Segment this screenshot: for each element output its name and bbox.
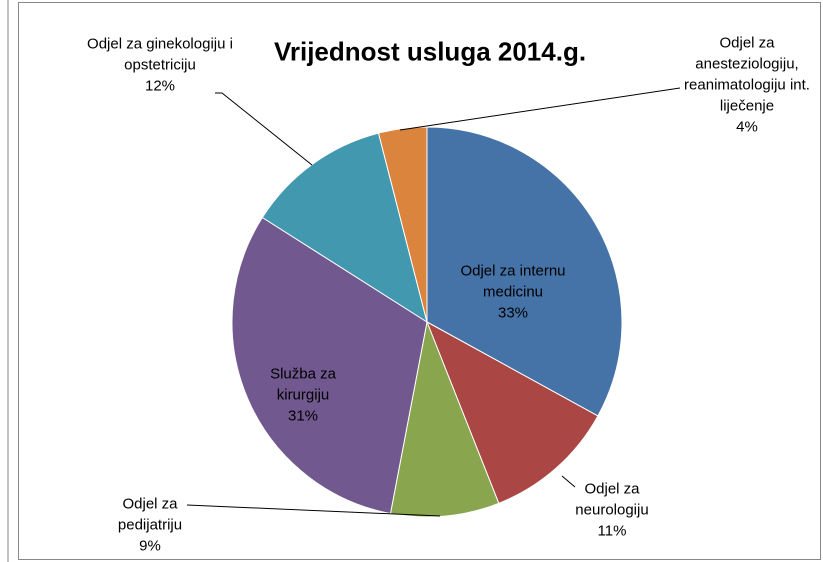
slice-label: Odjel za neurologiju 11% (562, 479, 662, 542)
pie-slice (377, 126, 428, 323)
leader-line (215, 92, 313, 166)
category-label: Odjel za neurologiju (575, 480, 649, 519)
slice-label: Odjel za ginekologiju i opstetriciju 12% (85, 34, 235, 97)
slice-label: Odjel za pedijatriju 9% (95, 494, 205, 557)
value-label: 33% (497, 304, 529, 322)
pie-slice (261, 132, 428, 324)
category-label: Odjel za internu medicinu (460, 262, 566, 301)
pie-slice (426, 126, 623, 417)
slice-label: Služba za kirurgiju 31% (258, 364, 348, 427)
pie-slice (426, 320, 599, 504)
pie (231, 126, 623, 518)
category-label: Odjel za ginekologiju i opstetriciju (87, 35, 233, 74)
category-label: Odjel za anesteziologiju, reanimatologij… (684, 34, 810, 115)
value-label: 31% (287, 407, 319, 425)
leader-line (561, 475, 576, 488)
slice-label: Odjel za internu medicinu 33% (448, 261, 578, 324)
leader-line (186, 504, 441, 517)
chart-title: Vrijednost usluga 2014.g. (273, 36, 587, 67)
value-label: 9% (139, 537, 161, 555)
value-label: 4% (736, 118, 758, 136)
value-label: 11% (597, 522, 627, 540)
chart-border (18, 2, 821, 560)
leader-line (399, 87, 681, 131)
category-label: Odjel za pedijatriju (117, 495, 183, 534)
category-label: Služba za kirurgiju (270, 365, 336, 404)
value-label: 12% (144, 77, 176, 95)
slice-label: Odjel za anesteziologiju, reanimatologij… (672, 33, 822, 138)
